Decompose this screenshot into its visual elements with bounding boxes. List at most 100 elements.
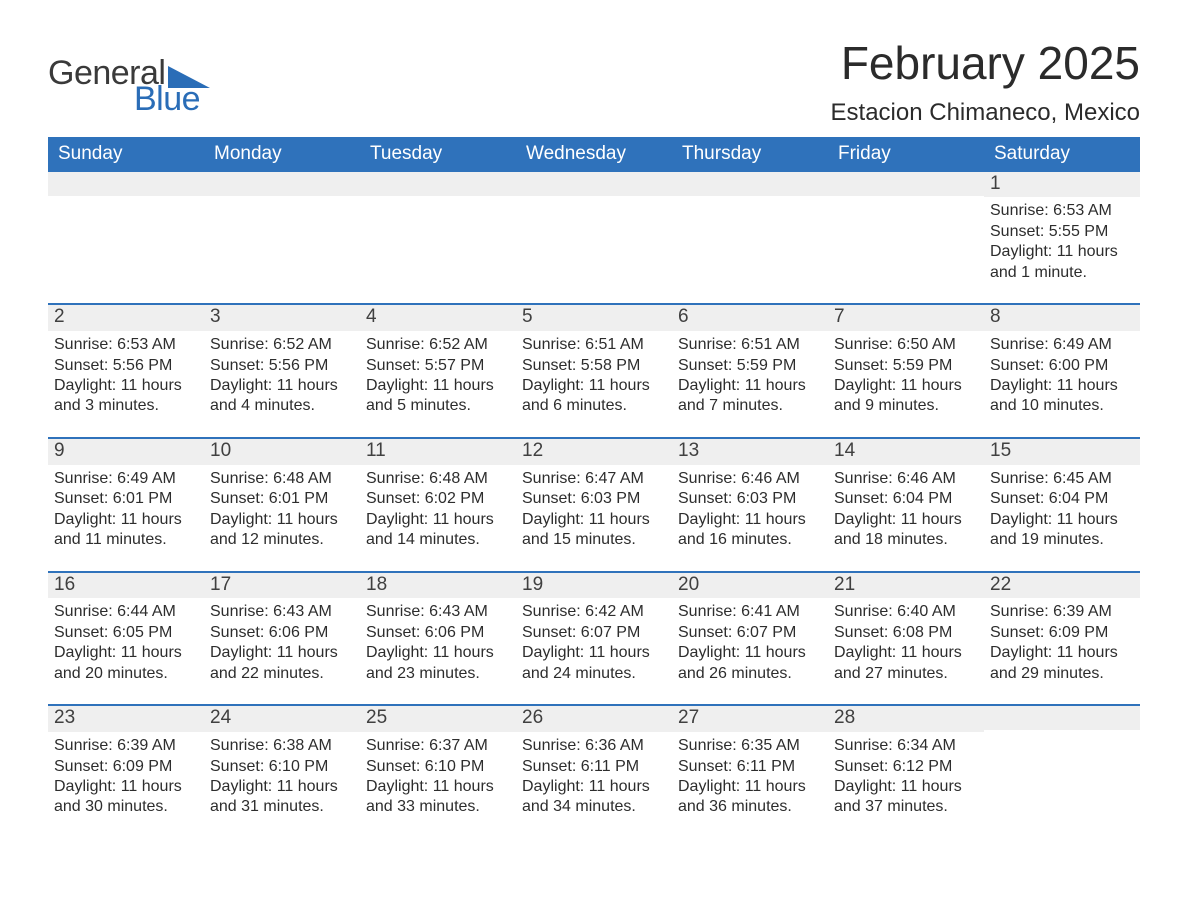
sunrise-line: Sunrise: 6:43 AM [210,602,354,622]
sunrise-line: Sunrise: 6:42 AM [522,602,666,622]
calendar-cell: 24Sunrise: 6:38 AMSunset: 6:10 PMDayligh… [204,706,360,820]
daylight-line-1: Daylight: 11 hours [54,510,198,530]
day-number: 5 [516,305,672,331]
cell-body: Sunrise: 6:39 AMSunset: 6:09 PMDaylight:… [48,732,204,820]
week-row: 23Sunrise: 6:39 AMSunset: 6:09 PMDayligh… [48,704,1140,820]
day-number [828,172,984,196]
calendar-cell: 7Sunrise: 6:50 AMSunset: 5:59 PMDaylight… [828,305,984,419]
sunrise-line: Sunrise: 6:48 AM [210,469,354,489]
day-header: Wednesday [516,137,672,172]
daylight-line-1: Daylight: 11 hours [834,777,978,797]
daylight-line-1: Daylight: 11 hours [834,643,978,663]
day-number [204,172,360,196]
calendar-cell: 8Sunrise: 6:49 AMSunset: 6:00 PMDaylight… [984,305,1140,419]
day-number: 11 [360,439,516,465]
sunset-line: Sunset: 6:01 PM [210,489,354,509]
cell-body: Sunrise: 6:42 AMSunset: 6:07 PMDaylight:… [516,598,672,686]
cell-body: Sunrise: 6:39 AMSunset: 6:09 PMDaylight:… [984,598,1140,686]
daylight-line-1: Daylight: 11 hours [54,777,198,797]
cell-body: Sunrise: 6:43 AMSunset: 6:06 PMDaylight:… [204,598,360,686]
sunrise-line: Sunrise: 6:37 AM [366,736,510,756]
cell-body: Sunrise: 6:53 AMSunset: 5:55 PMDaylight:… [984,197,1140,285]
day-number: 12 [516,439,672,465]
cell-body: Sunrise: 6:46 AMSunset: 6:03 PMDaylight:… [672,465,828,553]
calendar-cell: 16Sunrise: 6:44 AMSunset: 6:05 PMDayligh… [48,573,204,687]
sunset-line: Sunset: 5:58 PM [522,356,666,376]
day-number: 25 [360,706,516,732]
calendar-cell-blank [828,172,984,286]
brand-word2: Blue [134,82,210,116]
cell-body: Sunrise: 6:35 AMSunset: 6:11 PMDaylight:… [672,732,828,820]
day-header-row: SundayMondayTuesdayWednesdayThursdayFrid… [48,137,1140,172]
sunset-line: Sunset: 6:01 PM [54,489,198,509]
day-number: 22 [984,573,1140,599]
daylight-line-1: Daylight: 11 hours [834,510,978,530]
day-number: 15 [984,439,1140,465]
day-number: 2 [48,305,204,331]
daylight-line-2: and 14 minutes. [366,530,510,550]
sunrise-line: Sunrise: 6:50 AM [834,335,978,355]
calendar-cell: 15Sunrise: 6:45 AMSunset: 6:04 PMDayligh… [984,439,1140,553]
cell-body: Sunrise: 6:41 AMSunset: 6:07 PMDaylight:… [672,598,828,686]
calendar-cell: 9Sunrise: 6:49 AMSunset: 6:01 PMDaylight… [48,439,204,553]
daylight-line-1: Daylight: 11 hours [522,376,666,396]
cell-body: Sunrise: 6:53 AMSunset: 5:56 PMDaylight:… [48,331,204,419]
calendar: SundayMondayTuesdayWednesdayThursdayFrid… [48,137,1140,820]
calendar-cell: 5Sunrise: 6:51 AMSunset: 5:58 PMDaylight… [516,305,672,419]
week-row: 1Sunrise: 6:53 AMSunset: 5:55 PMDaylight… [48,172,1140,286]
calendar-cell: 2Sunrise: 6:53 AMSunset: 5:56 PMDaylight… [48,305,204,419]
daylight-line-2: and 24 minutes. [522,664,666,684]
week-row: 16Sunrise: 6:44 AMSunset: 6:05 PMDayligh… [48,571,1140,687]
daylight-line-2: and 27 minutes. [834,664,978,684]
sunrise-line: Sunrise: 6:47 AM [522,469,666,489]
day-number: 24 [204,706,360,732]
sunrise-line: Sunrise: 6:53 AM [990,201,1134,221]
week-row: 9Sunrise: 6:49 AMSunset: 6:01 PMDaylight… [48,437,1140,553]
daylight-line-1: Daylight: 11 hours [210,643,354,663]
sunset-line: Sunset: 6:08 PM [834,623,978,643]
calendar-cell: 22Sunrise: 6:39 AMSunset: 6:09 PMDayligh… [984,573,1140,687]
daylight-line-2: and 19 minutes. [990,530,1134,550]
daylight-line-1: Daylight: 11 hours [210,510,354,530]
sunrise-line: Sunrise: 6:40 AM [834,602,978,622]
sunrise-line: Sunrise: 6:46 AM [834,469,978,489]
daylight-line-1: Daylight: 11 hours [366,510,510,530]
calendar-cell: 13Sunrise: 6:46 AMSunset: 6:03 PMDayligh… [672,439,828,553]
calendar-cell: 19Sunrise: 6:42 AMSunset: 6:07 PMDayligh… [516,573,672,687]
daylight-line-2: and 1 minute. [990,263,1134,283]
daylight-line-1: Daylight: 11 hours [366,643,510,663]
daylight-line-2: and 16 minutes. [678,530,822,550]
calendar-cell: 12Sunrise: 6:47 AMSunset: 6:03 PMDayligh… [516,439,672,553]
sunset-line: Sunset: 5:56 PM [54,356,198,376]
day-number: 4 [360,305,516,331]
day-number: 7 [828,305,984,331]
daylight-line-2: and 36 minutes. [678,797,822,817]
day-header: Saturday [984,137,1140,172]
daylight-line-2: and 37 minutes. [834,797,978,817]
sunrise-line: Sunrise: 6:49 AM [54,469,198,489]
daylight-line-2: and 4 minutes. [210,396,354,416]
cell-body: Sunrise: 6:48 AMSunset: 6:01 PMDaylight:… [204,465,360,553]
sunset-line: Sunset: 6:00 PM [990,356,1134,376]
daylight-line-2: and 30 minutes. [54,797,198,817]
month-title: February 2025 [831,38,1140,89]
weeks-container: 1Sunrise: 6:53 AMSunset: 5:55 PMDaylight… [48,172,1140,820]
day-number: 26 [516,706,672,732]
sunset-line: Sunset: 6:10 PM [366,757,510,777]
daylight-line-2: and 10 minutes. [990,396,1134,416]
calendar-cell: 17Sunrise: 6:43 AMSunset: 6:06 PMDayligh… [204,573,360,687]
day-number: 20 [672,573,828,599]
sunrise-line: Sunrise: 6:52 AM [366,335,510,355]
cell-body: Sunrise: 6:40 AMSunset: 6:08 PMDaylight:… [828,598,984,686]
calendar-cell: 6Sunrise: 6:51 AMSunset: 5:59 PMDaylight… [672,305,828,419]
daylight-line-2: and 11 minutes. [54,530,198,550]
daylight-line-1: Daylight: 11 hours [54,376,198,396]
daylight-line-2: and 23 minutes. [366,664,510,684]
cell-body: Sunrise: 6:51 AMSunset: 5:58 PMDaylight:… [516,331,672,419]
sunset-line: Sunset: 6:11 PM [522,757,666,777]
daylight-line-2: and 22 minutes. [210,664,354,684]
cell-body: Sunrise: 6:44 AMSunset: 6:05 PMDaylight:… [48,598,204,686]
day-number: 14 [828,439,984,465]
header: General Blue February 2025 Estacion Chim… [48,38,1140,127]
daylight-line-2: and 9 minutes. [834,396,978,416]
